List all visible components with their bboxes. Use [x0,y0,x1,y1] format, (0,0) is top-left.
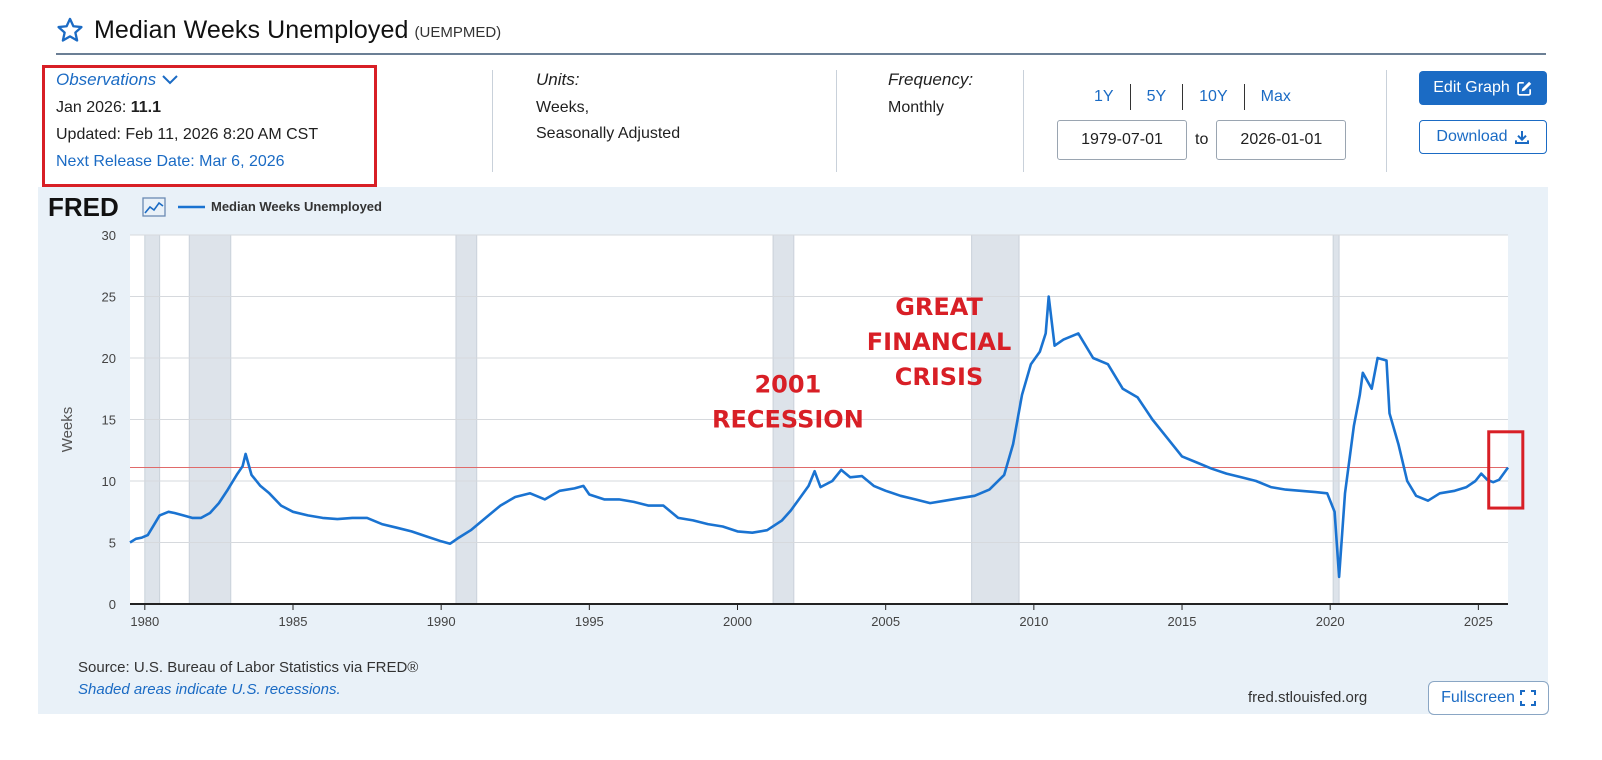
latest-observation-date: Jan 2026: [56,99,127,116]
observations-toggle[interactable]: Observations [56,70,376,90]
observations-label: Observations [56,70,157,89]
units-line1: Weeks, [536,99,590,116]
download-icon [1514,131,1529,144]
download-label: Download [1436,128,1508,145]
units-label: Units: [536,70,580,89]
title-divider [56,53,1546,55]
site-url: fred.stlouisfed.org [1248,689,1368,706]
page-title: Median Weeks Unemployed [94,15,409,44]
x-tick-label: 2010 [1019,614,1048,629]
range-separator [1182,84,1184,110]
date-range: 1979-07-01 to 2026-01-01 [1057,120,1347,160]
observations-highlight-box [42,65,377,187]
annotation-line: 2001 [754,370,821,398]
annotation-line: GREAT [895,293,983,321]
download-button[interactable]: Download [1419,120,1547,154]
source-text: Source: U.S. Bureau of Labor Statistics … [78,659,419,676]
annotation-line: RECESSION [712,405,864,433]
range-max-button[interactable]: Max [1260,88,1291,105]
y-tick-label: 10 [102,474,116,489]
latest-value-highlight-box [1487,430,1525,510]
divider [1023,70,1024,172]
series-code: (UEMPMED) [414,24,502,41]
x-tick-label: 1990 [427,614,456,629]
range-10y-button[interactable]: 10Y [1199,88,1228,105]
fullscreen-icon [1519,690,1536,706]
fred-logo: FRED [48,192,119,222]
x-tick-label: 2005 [871,614,900,629]
legend-label: Median Weeks Unemployed [211,199,382,214]
range-separator [1243,84,1245,110]
y-tick-label: 5 [109,536,116,551]
updated-text: Updated: Feb 11, 2026 8:20 AM CST [56,126,319,143]
edit-graph-button[interactable]: Edit Graph [1419,71,1547,105]
chart-panel: 0 5 10 15 20 25 30 1980 1985 1990 1995 2000 2005 201… [38,187,1548,714]
x-tick-label: 1980 [130,614,159,629]
frequency-label: Frequency: [888,70,974,89]
y-tick-label: 20 [102,351,116,366]
date-to-label: to [1195,131,1209,148]
fred-chart-icon [142,197,166,217]
range-separator [1129,84,1131,110]
edit-icon [1517,81,1531,96]
x-tick-label: 2025 [1464,614,1493,629]
y-axis-label: Weeks [59,407,76,453]
chevron-down-icon [162,75,178,85]
y-tick-label: 0 [109,597,116,612]
divider [1386,70,1387,172]
x-tick-label: 2015 [1168,614,1197,629]
y-tick-label: 15 [102,413,116,428]
annotation-line: FINANCIAL [867,328,1011,356]
fullscreen-label: Fullscreen [1441,689,1515,706]
units-line2: Seasonally Adjusted [536,125,681,142]
latest-observation-value: 11.1 [130,99,161,116]
frequency-value: Monthly [888,99,945,116]
y-tick-label: 30 [102,228,116,243]
x-tick-label: 2000 [723,614,752,629]
fullscreen-button[interactable]: Fullscreen [1428,681,1549,715]
range-selector: 1Y 5Y 10Y Max [1078,84,1307,110]
edit-graph-label: Edit Graph [1433,79,1510,96]
latest-observation: Jan 2026: 11.1 [56,99,376,117]
y-tick-label: 25 [102,290,116,305]
divider [492,70,493,172]
x-tick-label: 1995 [575,614,604,629]
annotation-line: CRISIS [895,363,984,391]
start-date-input[interactable]: 1979-07-01 [1057,120,1187,160]
chart-annotation: 2001 RECESSION [712,370,864,433]
x-tick-label: 1985 [279,614,308,629]
observations-panel: Observations Jan 2026: 11.1 Updated: Feb… [56,70,376,171]
divider [836,70,837,172]
range-5y-button[interactable]: 5Y [1146,88,1167,105]
frequency-panel: Frequency: Monthly [888,70,973,117]
star-icon[interactable] [56,16,84,44]
range-1y-button[interactable]: 1Y [1094,88,1114,105]
series-line [129,295,1510,579]
x-tick-label: 2020 [1316,614,1345,629]
next-release-link[interactable]: Next Release Date: Mar 6, 2026 [56,153,285,170]
title-row: Median Weeks Unemployed (UEMPMED) [56,12,501,48]
recession-note: Shaded areas indicate U.S. recessions. [78,681,341,698]
chart-annotation: GREAT FINANCIAL CRISIS [867,293,1011,391]
end-date-input[interactable]: 2026-01-01 [1216,120,1347,160]
units-panel: Units: Weeks, Seasonally Adjusted [536,70,680,151]
